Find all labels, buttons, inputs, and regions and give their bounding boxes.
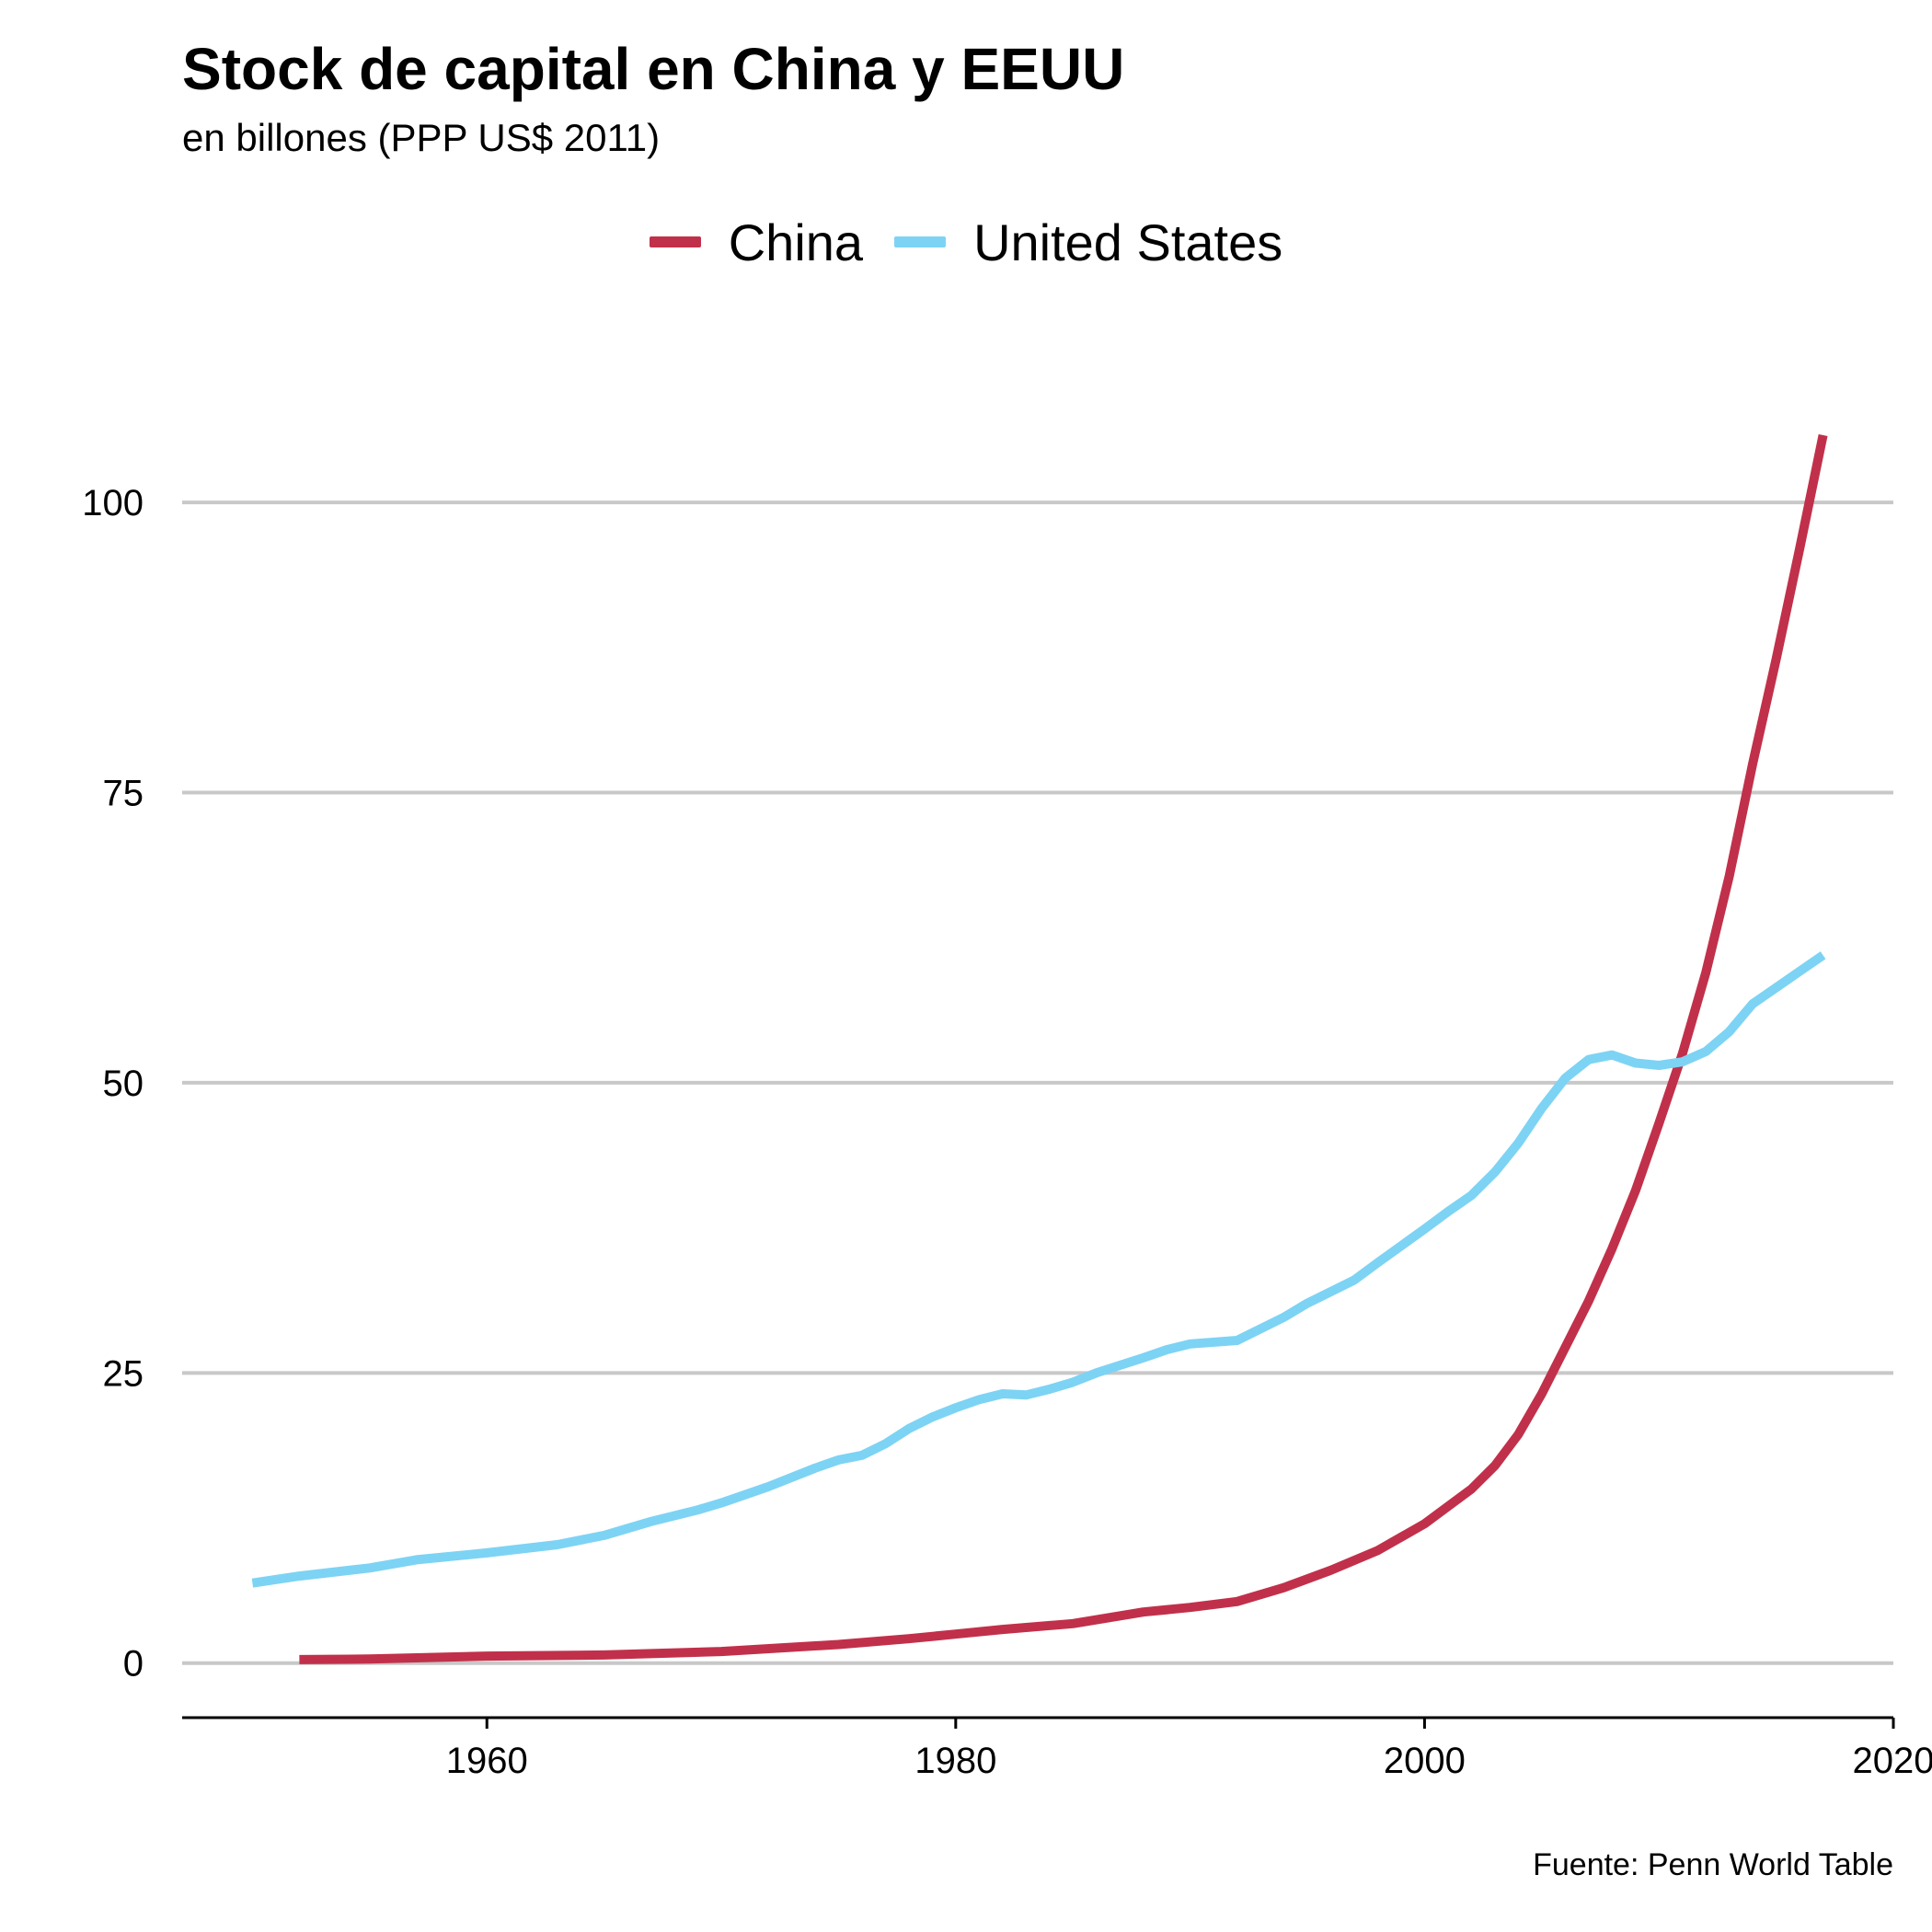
legend-label-china: China — [728, 213, 864, 271]
chart-title: Stock de capital en China y EEUU — [182, 36, 1125, 102]
y-tick-label-100: 100 — [82, 483, 144, 523]
legend-item-united-states: United States — [894, 213, 1282, 272]
x-tick-label-1980: 1980 — [914, 1741, 996, 1781]
legend-swatch-united-states — [894, 236, 947, 247]
y-axis: 0 25 50 75 100 — [82, 483, 144, 1685]
series-line-china — [299, 433, 1828, 1664]
legend: China United States — [0, 210, 1932, 274]
chart-subtitle: en billones (PPP US$ 2011) — [182, 116, 661, 159]
y-tick-label-50: 50 — [103, 1064, 144, 1104]
series-line-united-states — [251, 951, 1826, 1588]
legend-label-united-states: United States — [973, 213, 1283, 271]
x-tick-label-2020: 2020 — [1853, 1741, 1932, 1781]
y-tick-label-75: 75 — [103, 774, 144, 814]
chart-caption: Fuente: Penn World Table — [1533, 1847, 1893, 1882]
y-tick-label-25: 25 — [103, 1353, 144, 1394]
x-tick-label-1960: 1960 — [446, 1741, 528, 1781]
y-tick-label-0: 0 — [123, 1644, 144, 1685]
series-lines — [251, 433, 1828, 1664]
legend-item-china: China — [649, 213, 864, 272]
legend-swatch-china — [649, 236, 701, 247]
x-axis: 1960 1980 2000 2020 — [182, 1716, 1932, 1781]
x-tick-label-2000: 2000 — [1384, 1741, 1466, 1781]
gridlines — [182, 500, 1893, 1665]
